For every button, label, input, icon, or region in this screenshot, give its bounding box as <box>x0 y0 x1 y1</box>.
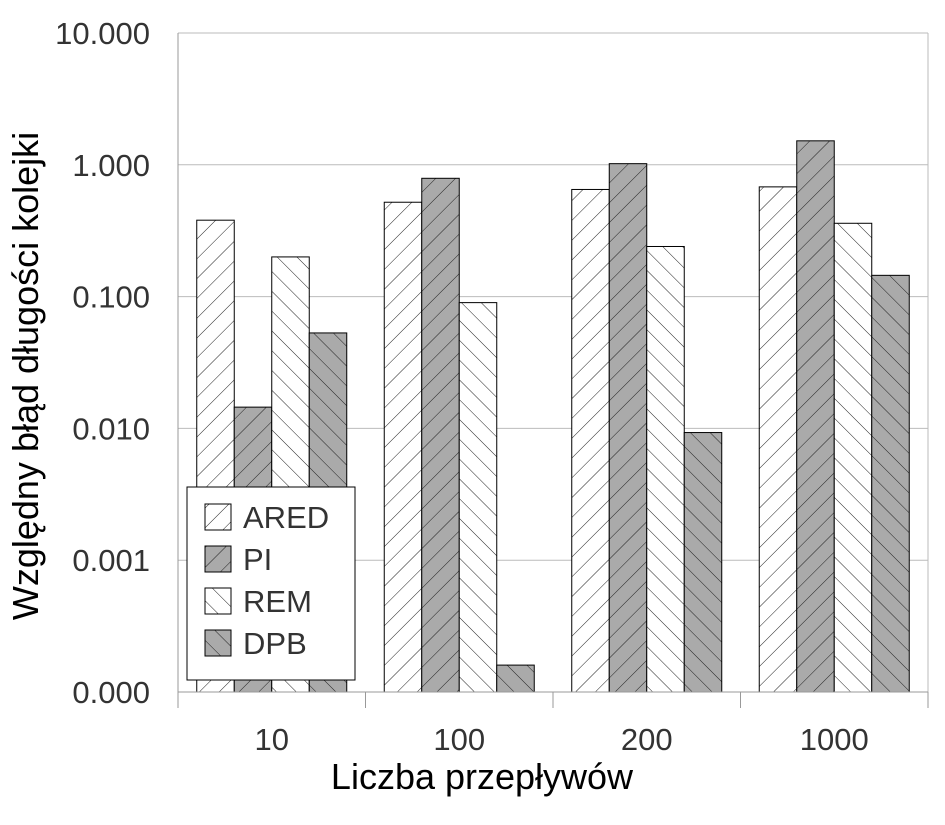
bar-dpb-200 <box>683 432 723 693</box>
bar-hatch <box>608 163 648 693</box>
x-tick-label: 100 <box>433 722 485 757</box>
bar-hatch <box>421 177 460 693</box>
x-tick-label: 200 <box>621 722 673 757</box>
legend-label-dpb: DPB <box>243 626 307 661</box>
legend-item-pi: PI <box>204 542 272 577</box>
bar-rem-100 <box>458 302 498 693</box>
y-tick-label: 10.000 <box>55 16 150 51</box>
legend-label-pi: PI <box>243 542 272 577</box>
x-tick-labels: 10 100 200 1000 <box>255 722 869 757</box>
legend-label-ared: ARED <box>243 500 329 535</box>
bar-hatch <box>383 201 423 693</box>
legend-item-rem: REM <box>204 584 312 619</box>
bar-hatch <box>871 274 910 693</box>
legend-label-rem: REM <box>243 584 312 619</box>
y-tick-label: 1.000 <box>72 148 150 183</box>
bar-dpb-1000 <box>871 274 910 693</box>
bar-hatch <box>496 664 535 693</box>
bar-pi-100 <box>421 177 460 693</box>
bar-ared-100 <box>383 201 423 693</box>
y-tick-label: 0.010 <box>72 411 150 446</box>
axes <box>177 33 929 708</box>
legend-item-dpb: DPB <box>204 626 307 661</box>
legend-swatch-rem-hatch <box>204 587 232 615</box>
bar-hatch <box>833 222 873 693</box>
bar-hatch <box>683 432 723 693</box>
bar-pi-1000 <box>796 140 835 693</box>
bar-ared-200 <box>571 188 610 693</box>
legend-swatch-pi-hatch <box>204 545 232 573</box>
y-tick-label: 0.000 <box>72 675 150 710</box>
legend-swatch-ared-hatch <box>204 503 232 531</box>
y-tick-label: 0.001 <box>72 543 150 578</box>
bar-rem-1000 <box>833 222 873 693</box>
x-tick-label: 10 <box>255 722 289 757</box>
bar-hatch <box>571 188 610 693</box>
bar-ared-1000 <box>758 186 798 693</box>
bar-dpb-100 <box>496 664 535 693</box>
legend-item-ared: ARED <box>204 500 329 535</box>
bar-hatch <box>796 140 835 693</box>
bar-hatch <box>458 302 498 693</box>
bar-rem-200 <box>646 245 685 693</box>
legend-swatch-dpb-hatch <box>204 629 232 657</box>
bar-hatch <box>646 245 685 693</box>
y-tick-label: 0.100 <box>72 280 150 315</box>
y-tick-labels: 0.000 0.001 0.010 0.100 1.000 10.000 <box>55 16 150 710</box>
y-axis-title: Względny błąd długości kolejki <box>5 132 46 620</box>
bar-pi-200 <box>608 163 648 693</box>
x-tick-label: 1000 <box>800 722 869 757</box>
x-axis-title: Liczba przepływów <box>331 756 634 797</box>
bar-hatch <box>758 186 798 693</box>
legend: ARED PI REM DPB <box>186 486 356 681</box>
bars <box>196 140 910 693</box>
